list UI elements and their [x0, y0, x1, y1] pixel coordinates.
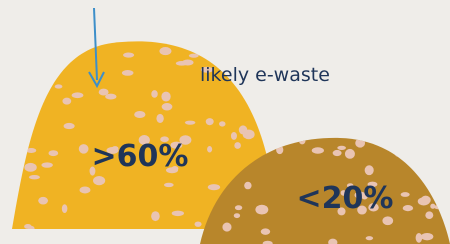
dot [79, 144, 89, 153]
dot [312, 147, 324, 153]
dot [234, 213, 240, 218]
dot [49, 150, 59, 156]
dot [195, 221, 202, 226]
dot [151, 90, 157, 98]
dot [244, 182, 251, 190]
dot [206, 118, 214, 125]
dot [159, 47, 171, 55]
dot [41, 162, 53, 167]
mound-label: >60% [92, 139, 189, 174]
dot [29, 175, 40, 179]
dot [345, 149, 355, 159]
dot [162, 103, 173, 111]
dot [38, 197, 48, 205]
dot [401, 192, 410, 197]
dot [176, 61, 188, 66]
annotation: likely e-waste [200, 64, 330, 86]
dot [55, 84, 63, 88]
dot [337, 146, 346, 150]
dot [62, 204, 68, 213]
dot [366, 236, 373, 240]
infographic: likely e-waste >60% <20% [0, 0, 450, 244]
dot [72, 92, 84, 98]
dot [122, 70, 134, 76]
dot [255, 205, 268, 215]
dot [333, 150, 342, 156]
dot [421, 196, 431, 205]
dot [231, 132, 237, 140]
dot [416, 233, 423, 243]
dot [24, 163, 36, 172]
dot [234, 142, 241, 149]
dot [151, 211, 160, 221]
dot [62, 98, 71, 105]
dot [219, 121, 225, 126]
dot [421, 233, 433, 240]
dot [222, 223, 231, 232]
dot [403, 205, 413, 211]
dot [123, 52, 134, 57]
dot [207, 146, 212, 152]
dot [425, 211, 433, 219]
dot [208, 184, 220, 190]
dot [64, 123, 75, 129]
dot [156, 114, 163, 123]
dot [99, 89, 109, 96]
dot [235, 205, 242, 210]
dot [161, 92, 170, 102]
dot [382, 216, 393, 225]
dot [172, 211, 184, 216]
dot [79, 186, 90, 193]
dot [185, 121, 195, 125]
dot [243, 129, 255, 139]
dot [365, 165, 374, 175]
mound-label: <20% [297, 181, 394, 216]
dot [134, 111, 145, 118]
dot [164, 183, 174, 187]
dot [261, 228, 270, 234]
dot [93, 176, 105, 185]
dot [24, 224, 32, 229]
